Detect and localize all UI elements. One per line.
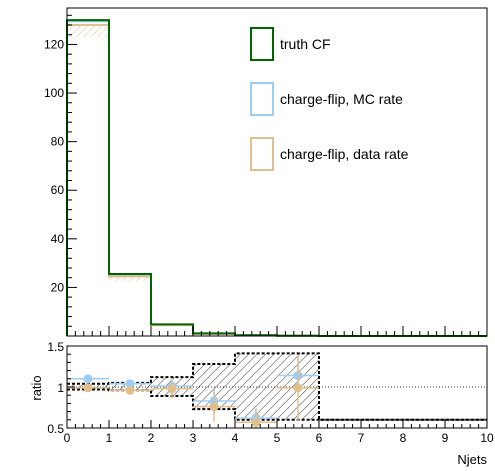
ratio-x-tick-label: 4 [232, 431, 239, 445]
ratio-x-tick-label: 10 [480, 431, 494, 445]
main-y-axis: 20 40 60 80 100 120 [44, 14, 77, 337]
histogram-charge-flip-mc-rate [66, 20, 487, 337]
ratio-x-tick-label: 7 [358, 431, 365, 445]
ratio-x-tick-label: 3 [190, 431, 197, 445]
ratio-x-tick-label: 0 [64, 431, 71, 445]
ratio-panel: 0 1 2 3 4 5 6 7 8 9 10 0.5 1 1.5 ratio Njets [29, 340, 494, 467]
ratio-y-tick-label: 1.5 [47, 340, 64, 354]
ratio-point [209, 402, 219, 412]
ratio-point [125, 379, 135, 389]
ratio-x-tick-label: 2 [148, 431, 155, 445]
ratio-point [83, 383, 93, 393]
main-histograms [66, 19, 487, 337]
legend-label: charge-flip, MC rate [280, 91, 403, 107]
main-band-bin [109, 276, 151, 282]
main-y-tick-label: 100 [44, 86, 64, 100]
ratio-y-tick-label: 1 [57, 381, 64, 395]
ratio-x-tick-label: 8 [400, 431, 407, 445]
ratio-points [67, 355, 319, 428]
main-x-ticks [66, 326, 488, 336]
ratio-point [251, 417, 261, 427]
histogram-charge-flip-data-rate [66, 24, 487, 337]
main-y-tick-label: 120 [44, 37, 64, 51]
ratio-point [83, 374, 93, 384]
main-y-tick-label: 80 [51, 135, 65, 149]
main-uncertainty-band [67, 25, 319, 336]
histogram-truth-cf [66, 19, 487, 337]
legend-label: truth CF [280, 36, 331, 52]
main-band-bin [67, 25, 109, 38]
ratio-x-tick-label: 6 [316, 431, 323, 445]
legend-swatch [250, 137, 274, 171]
main-panel: 20 40 60 80 100 120 [44, 7, 488, 337]
legend-swatch [250, 82, 274, 116]
legend-label: charge-flip, data rate [280, 146, 409, 162]
ratio-x-tick-label: 9 [442, 431, 449, 445]
ratio-point [167, 384, 177, 394]
ratio-band-fill [235, 353, 319, 420]
main-plot-frame [66, 7, 488, 337]
ratio-y-tick-label: 0.5 [47, 422, 64, 436]
main-y-tick-label: 40 [51, 232, 65, 246]
legend: truth CF charge-flip, MC rate charge-flip,… [250, 27, 409, 171]
legend-swatch [250, 27, 274, 61]
ratio-y-axis: 0.5 1 1.5 [47, 340, 75, 436]
main-y-tick-label: 20 [51, 280, 65, 294]
ratio-point [125, 385, 135, 395]
ratio-x-tick-label: 5 [274, 431, 281, 445]
ratio-y-axis-label: ratio [29, 375, 44, 400]
main-y-tick-label: 60 [51, 183, 65, 197]
ratio-x-tick-label: 1 [106, 431, 113, 445]
ratio-x-axis: 0 1 2 3 4 5 6 7 8 9 10 [64, 420, 494, 445]
ratio-point [293, 383, 303, 393]
x-axis-label: Njets [457, 452, 487, 467]
